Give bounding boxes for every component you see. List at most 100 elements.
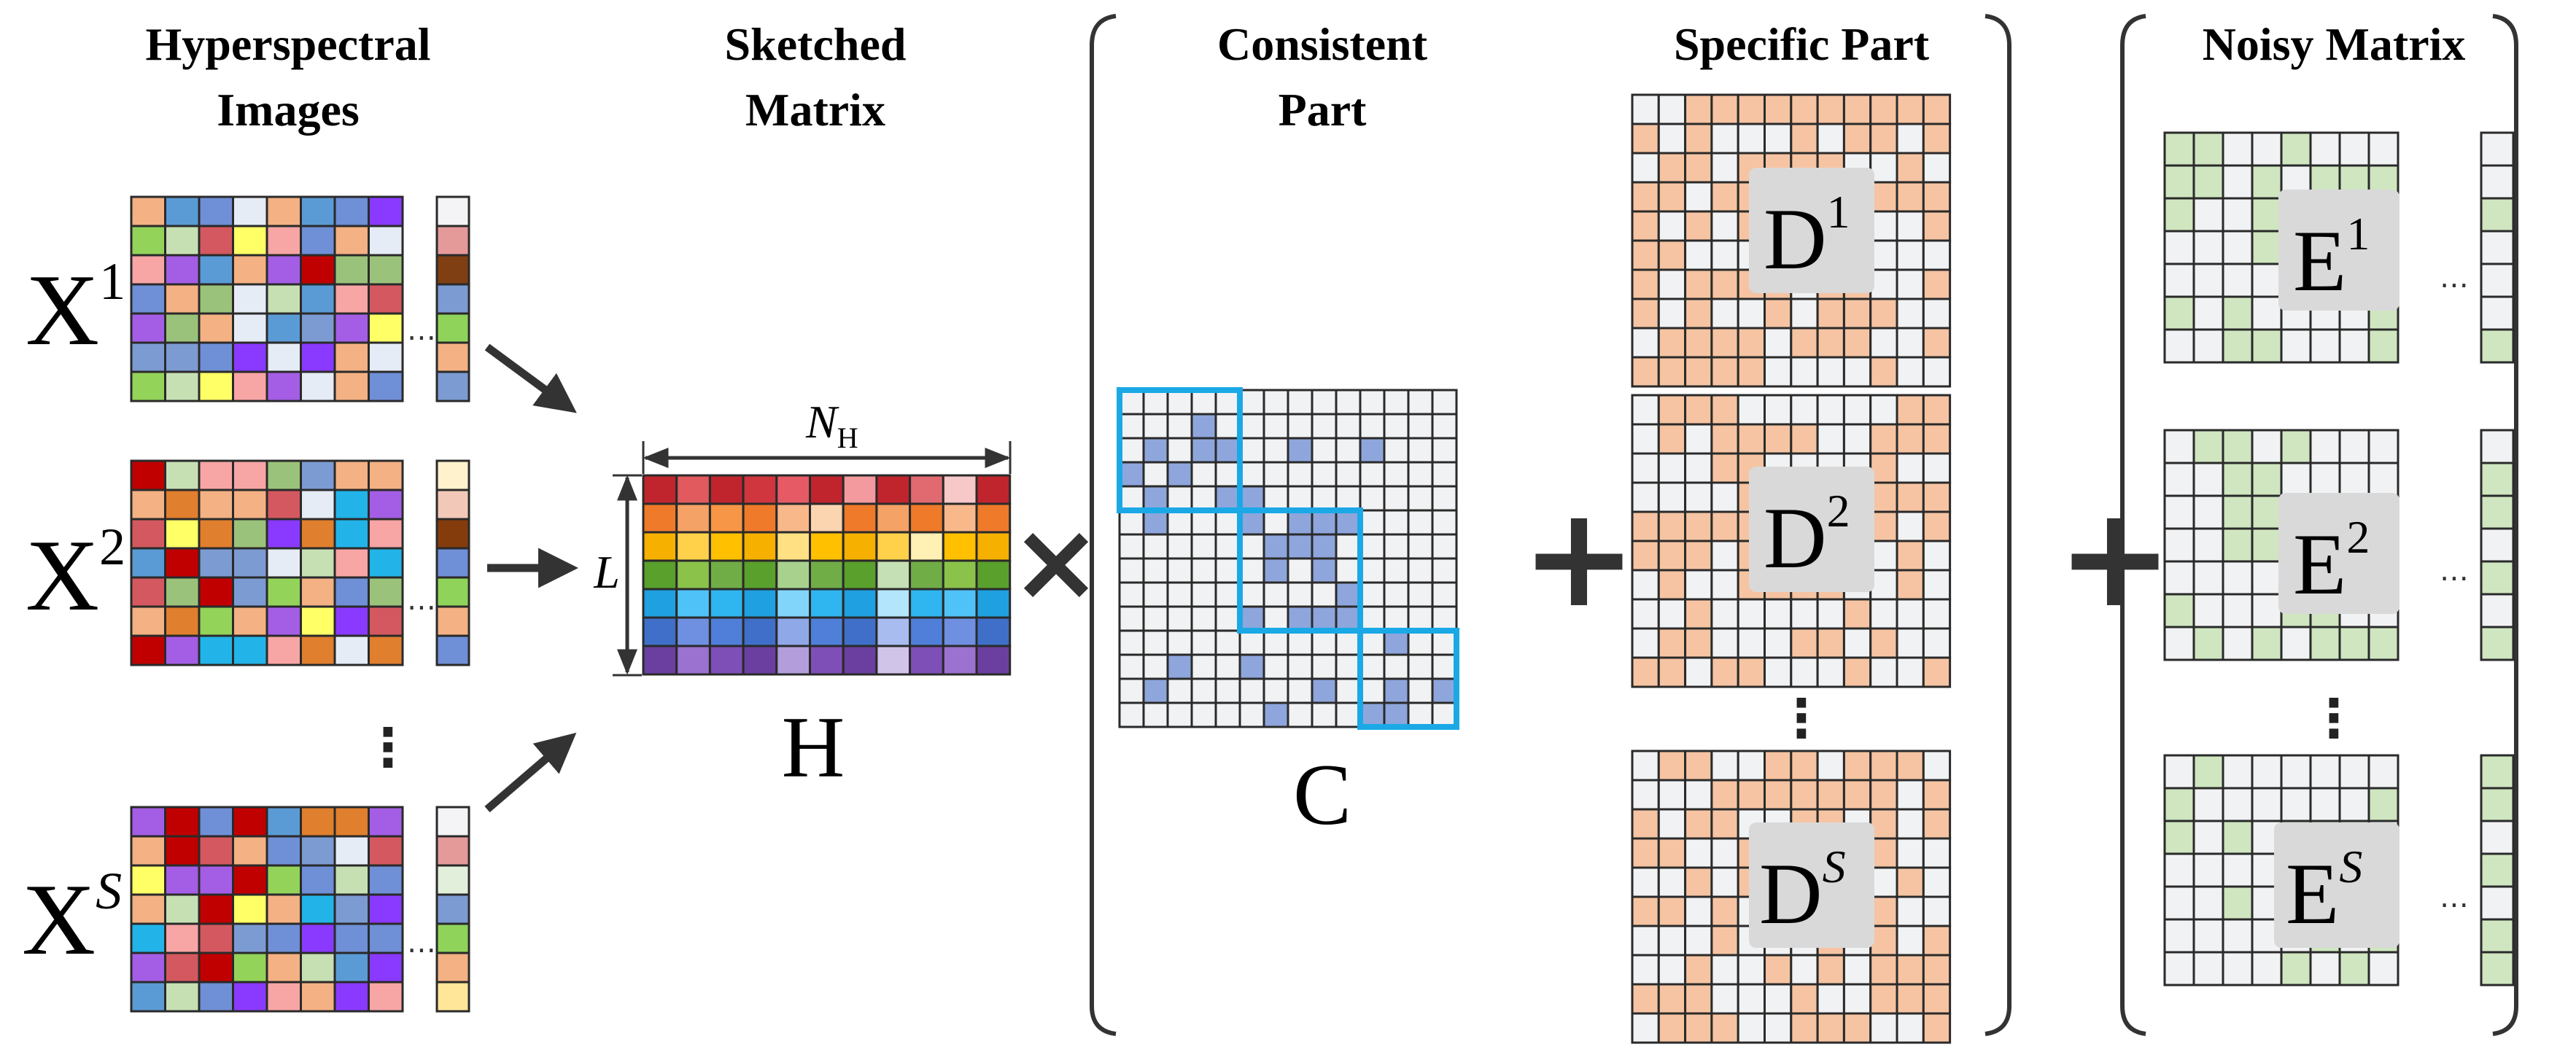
sketched-cell: [909, 531, 944, 562]
hyperspectral-cell: [368, 225, 404, 257]
consistent-cell: [1142, 653, 1169, 680]
noisy-cell: [2338, 754, 2370, 790]
specific-cell: [1710, 750, 1739, 782]
specific-cell: [1657, 268, 1687, 300]
hyperspectral-cell: [198, 459, 234, 491]
specific-cell: [1896, 569, 1925, 601]
consistent-cell: [1287, 605, 1314, 632]
hyperspectral-cell: [198, 225, 234, 257]
consistent-cell: [1118, 509, 1145, 536]
plus-operator-1: +: [1521, 477, 1637, 638]
consistent-cell: [1118, 413, 1145, 440]
noisy-cell: [2367, 754, 2400, 790]
arrow-x1-to-h: [484, 343, 577, 413]
label-d1-box: [1749, 168, 1874, 293]
consistent-cell: [1118, 701, 1145, 728]
hyperspectral-vector-cell: [435, 547, 470, 579]
hyperspectral-cell: [232, 341, 268, 373]
specific-cell: [1922, 656, 1952, 688]
noisy-cell: [2192, 951, 2224, 986]
label-ds: DS: [1749, 822, 1874, 948]
specific-cell: [1710, 837, 1739, 869]
noisy-cell: [2251, 560, 2283, 596]
hyperspectral-cell: [265, 547, 302, 579]
sketched-cell: [642, 645, 678, 676]
noisy-vector-cell: [2480, 230, 2515, 265]
noisy-cell: [2309, 787, 2341, 822]
specific-cell: [1922, 327, 1952, 359]
noisy-cell: [2222, 593, 2254, 628]
consistent-cell: [1262, 653, 1289, 680]
consistent-cell: [1118, 461, 1145, 488]
specific-cell: [1896, 394, 1925, 426]
noisy-cell: [2222, 197, 2254, 233]
specific-cell: [1710, 627, 1739, 659]
consistent-cell: [1359, 533, 1386, 560]
specific-cell: [1631, 93, 1660, 125]
consistent-cell: [1142, 701, 1169, 728]
noisy-cell: [2163, 197, 2195, 233]
specific-cell: [1710, 779, 1739, 811]
hyperspectral-cell: [232, 459, 268, 491]
sketched-cell: [909, 616, 944, 647]
consistent-cell: [1407, 485, 1434, 512]
consistent-cell: [1383, 581, 1410, 608]
consistent-cell: [1238, 461, 1265, 488]
specific-cell: [1764, 983, 1793, 1015]
specific-cell: [1684, 481, 1713, 513]
hyperspectral-cell: [265, 981, 302, 1013]
noisy-cell: [2367, 328, 2400, 364]
hyperspectral-cell: [265, 283, 302, 315]
consistent-cell: [1142, 437, 1169, 464]
sketched-cell: [942, 588, 978, 619]
sketched-cell: [809, 588, 845, 619]
specific-cell: [1684, 210, 1713, 242]
sketched-cell: [708, 502, 745, 534]
consistent-cell: [1214, 677, 1241, 704]
specific-cell: [1710, 152, 1739, 184]
plus-operator-2: +: [2057, 477, 2173, 638]
specific-cell: [1869, 569, 1898, 601]
hyperspectral-cell: [368, 195, 404, 227]
consistent-cell: [1335, 533, 1362, 560]
hyperspectral-cell: [130, 518, 166, 550]
specific-cell: [1790, 327, 1819, 359]
hyperspectral-cell: [333, 922, 370, 954]
sketched-cell: [875, 559, 912, 591]
hyperspectral-cell: [130, 922, 166, 954]
hyperspectral-cell: [300, 489, 336, 521]
noisy-cell: [2251, 462, 2283, 497]
consistent-cell: [1359, 605, 1386, 632]
specific-cell: [1684, 122, 1713, 155]
hyperspectral-cell: [130, 835, 166, 867]
hyperspectral-cell: [198, 634, 234, 666]
noisy-cell: [2251, 527, 2283, 563]
specific-cell: [1896, 983, 1925, 1015]
hyperspectral-cell: [198, 922, 234, 954]
label-xs: XS: [22, 862, 122, 976]
specific-cell: [1896, 627, 1925, 659]
hyperspectral-cell: [333, 605, 370, 637]
specific-cell: [1869, 481, 1898, 513]
sketched-cell: [809, 502, 845, 534]
consistent-cell: [1238, 485, 1265, 512]
hyperspectral-cell: [265, 341, 302, 373]
hyperspectral-cell: [265, 225, 302, 257]
consistent-cell: [1118, 533, 1145, 560]
specific-cell: [1869, 598, 1898, 630]
hyperspectral-cell: [300, 634, 336, 666]
sketched-cell: [775, 588, 812, 619]
specific-cell: [1710, 122, 1739, 155]
noisy-cell: [2251, 131, 2283, 167]
noisy-vector-cell: [2480, 885, 2515, 921]
specific-cell: [1869, 808, 1898, 840]
hyperspectral-cell: [300, 951, 336, 984]
specific-cell: [1764, 779, 1793, 811]
ellipsis-e2: ⋯: [2440, 561, 2469, 595]
sketched-cell: [675, 474, 711, 505]
specific-cell: [1737, 297, 1766, 330]
specific-cell: [1842, 297, 1872, 330]
consistent-cell: [1311, 557, 1338, 584]
specific-cell: [1657, 152, 1687, 184]
